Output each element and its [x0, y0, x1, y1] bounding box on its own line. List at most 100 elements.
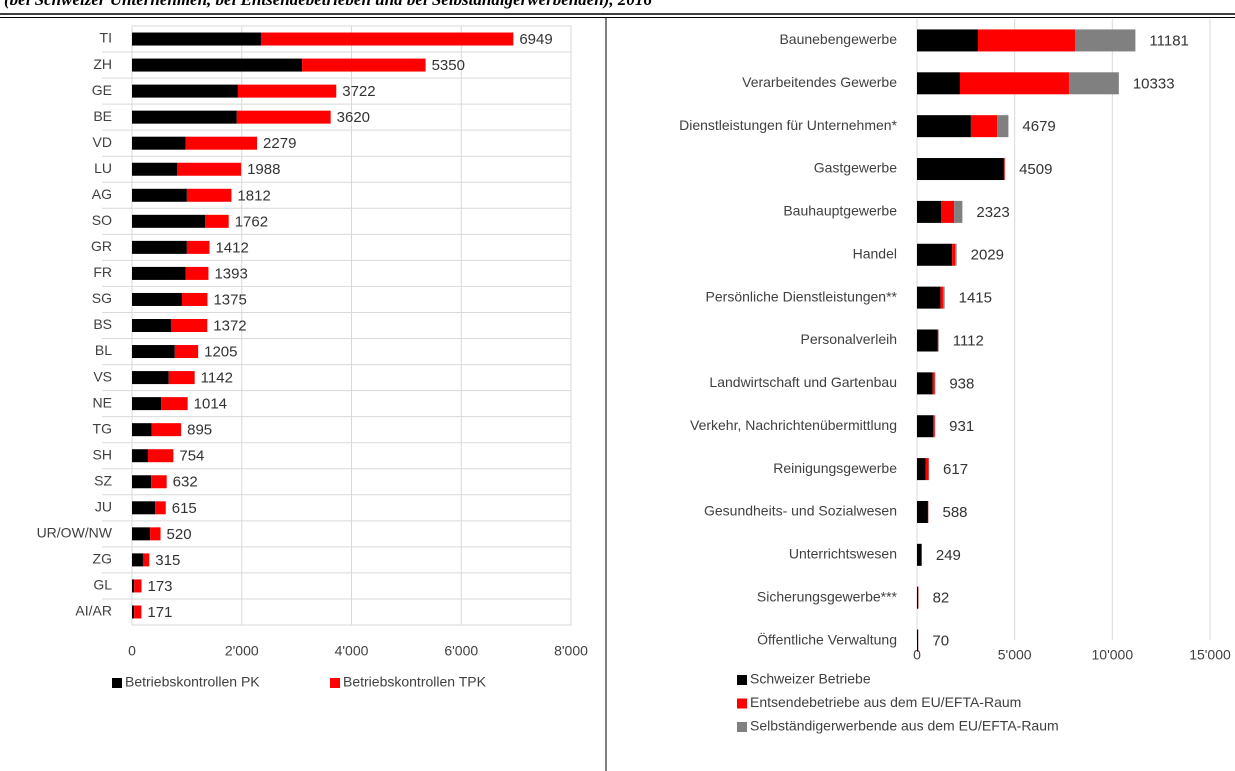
- page-title: (bei Schweizer Unternehmen, bei Entsende…: [4, 0, 652, 9]
- x-tick-label: 10'000: [1092, 647, 1134, 663]
- bar-segment: [917, 72, 960, 95]
- category-label: BE: [93, 108, 112, 124]
- value-label: 10333: [1133, 75, 1175, 92]
- bar-segment: [132, 162, 177, 176]
- category-label: BS: [93, 316, 112, 332]
- bar-segment: [917, 329, 938, 352]
- bar-segment: [132, 319, 171, 332]
- bar-segment: [132, 84, 238, 98]
- bar-segment: [132, 32, 261, 46]
- value-label: 70: [932, 633, 949, 650]
- value-label: 1375: [213, 291, 246, 308]
- category-label: Gesundheits- und Sozialwesen: [704, 503, 897, 519]
- bar-segment: [151, 423, 182, 437]
- bar-segment: [237, 84, 337, 98]
- value-label: 1112: [953, 332, 984, 349]
- bar-segment: [917, 200, 942, 223]
- bar-segment: [952, 243, 956, 266]
- value-label: 11181: [1149, 32, 1189, 49]
- bar-segment: [132, 345, 175, 359]
- bar-segment: [186, 240, 210, 254]
- category-label: ZH: [93, 56, 112, 72]
- bar-segment: [917, 372, 933, 395]
- category-label: SG: [92, 290, 112, 306]
- value-label: 1372: [213, 317, 246, 334]
- bar-segment: [132, 553, 143, 567]
- value-label: 754: [179, 448, 204, 465]
- bar-segment: [937, 329, 939, 352]
- bar-segment: [917, 29, 978, 52]
- bar-segment: [954, 200, 963, 223]
- x-tick-label: 5'000: [998, 647, 1032, 663]
- bar-segment: [132, 579, 135, 593]
- bar-segment: [917, 543, 922, 566]
- category-label: BL: [95, 342, 112, 358]
- bar-segment: [142, 553, 150, 567]
- value-label: 1415: [959, 290, 992, 307]
- bar-segment: [151, 475, 167, 489]
- value-label: 1812: [237, 187, 270, 204]
- value-label: 4509: [1019, 161, 1052, 178]
- value-label: 82: [933, 590, 950, 607]
- category-label: TG: [93, 420, 112, 436]
- bar-segment: [997, 115, 1009, 138]
- category-label: Reinigungsgewerbe: [773, 460, 897, 476]
- bar-segment: [150, 527, 161, 541]
- value-label: 1142: [201, 370, 233, 387]
- category-label: Landwirtschaft und Gartenbau: [709, 374, 897, 390]
- category-label: Gastgewerbe: [814, 160, 897, 176]
- bar-segment: [970, 115, 998, 138]
- value-label: 315: [155, 552, 180, 569]
- bar-segment: [181, 292, 208, 306]
- legend-label: Schweizer Betriebe: [750, 671, 871, 687]
- bar-segment: [1075, 29, 1136, 52]
- x-tick-label: 8'000: [554, 643, 588, 659]
- legend-swatch: [737, 675, 747, 685]
- bar-segment: [132, 371, 169, 385]
- bar-segment: [932, 372, 935, 395]
- category-label: Dienstleistungen für Unternehmen*: [679, 117, 897, 133]
- value-label: 2279: [263, 135, 296, 152]
- category-label: AI/AR: [75, 603, 112, 619]
- legend-swatch: [330, 678, 340, 688]
- bar-segment: [132, 58, 303, 72]
- bar-segment: [934, 372, 936, 395]
- value-label: 588: [942, 504, 967, 521]
- bar-segment: [236, 110, 331, 124]
- value-label: 4679: [1022, 118, 1055, 135]
- category-label: SO: [92, 212, 112, 228]
- bar-segment: [917, 286, 941, 309]
- category-label: GE: [92, 82, 112, 98]
- value-label: 2323: [976, 204, 1009, 221]
- bar-segment: [917, 586, 919, 609]
- category-label: GL: [93, 577, 112, 593]
- bar-segment: [168, 371, 195, 385]
- bar-segment: [260, 32, 514, 46]
- value-label: 249: [936, 547, 961, 564]
- bar-segment: [132, 397, 162, 411]
- x-tick-label: 2'000: [225, 643, 259, 659]
- category-label: Personalverleih: [801, 331, 898, 347]
- value-label: 1014: [194, 396, 227, 413]
- bar-segment: [134, 605, 142, 619]
- x-tick-label: 0: [128, 643, 136, 659]
- bar-segment: [1003, 158, 1005, 181]
- legend-label: Betriebskontrollen PK: [125, 674, 260, 690]
- bar-segment: [170, 319, 208, 332]
- value-label: 1393: [214, 265, 247, 282]
- legend-swatch: [737, 698, 747, 709]
- category-label: NE: [93, 394, 112, 410]
- bar-segment: [933, 415, 935, 438]
- bar-segment: [132, 214, 205, 228]
- category-label: Unterrichtswesen: [789, 546, 897, 562]
- x-tick-label: 4'000: [335, 643, 369, 659]
- value-label: 1412: [215, 239, 248, 256]
- bar-segment: [132, 605, 135, 619]
- value-label: 615: [172, 500, 197, 517]
- category-label: Verkehr, Nachrichtenübermittlung: [690, 417, 897, 433]
- value-label: 895: [187, 422, 212, 439]
- bar-segment: [917, 158, 1004, 181]
- bar-segment: [302, 58, 426, 72]
- value-label: 1988: [247, 161, 280, 178]
- bar-segment: [940, 286, 943, 309]
